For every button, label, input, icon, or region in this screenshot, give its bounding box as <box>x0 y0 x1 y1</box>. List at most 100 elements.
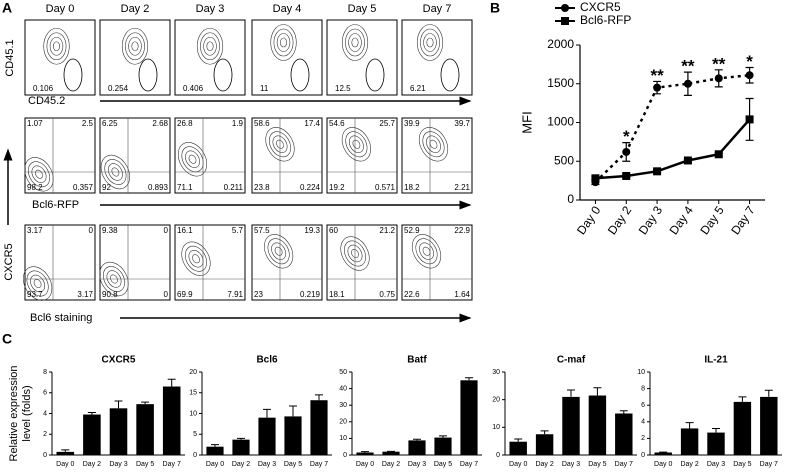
x-tick-label: Day 3 <box>707 461 725 468</box>
contour <box>271 242 287 260</box>
contour <box>351 37 359 48</box>
flow-plot-frame <box>251 19 323 96</box>
panel-label: A <box>2 0 12 16</box>
x-axis-label: CD45.2 <box>28 95 65 107</box>
x-tick-label: Day 0 <box>56 461 74 468</box>
chart-title: Batf <box>407 355 427 366</box>
contour <box>264 234 294 269</box>
error-bar <box>514 438 523 442</box>
x-tick-label: Day 0 <box>654 461 672 468</box>
contour <box>49 36 64 56</box>
contour <box>192 254 200 264</box>
column-header: Day 7 <box>423 3 452 15</box>
y-tick-label: 10 <box>637 369 645 376</box>
quadrant-value: 0.224 <box>300 183 321 192</box>
x-tick-label: Day 0 <box>356 461 374 468</box>
y-tick-label: 0 <box>43 452 47 459</box>
quadrant-value: 16.1 <box>177 226 193 235</box>
error-bar <box>114 400 123 409</box>
x-tick-label: Day 0 <box>509 461 527 468</box>
y-tick-label: 50 <box>339 369 347 376</box>
contour <box>24 157 54 192</box>
bar <box>408 440 426 455</box>
bar <box>680 428 699 455</box>
y-tick-label: 20 <box>339 419 347 426</box>
quadrant-value: 21.2 <box>379 226 395 235</box>
flow-plot-frame <box>401 117 473 194</box>
error-bar <box>738 396 747 402</box>
column-header: Day 2 <box>121 3 150 15</box>
point <box>683 156 692 165</box>
quadrant-value: 22.6 <box>404 290 420 299</box>
contour <box>107 163 123 181</box>
quadrant-value: 0 <box>89 226 94 235</box>
contour <box>416 24 444 61</box>
quadrant-value: 1.64 <box>454 290 470 299</box>
error-bar <box>263 408 271 418</box>
error-bar <box>567 389 575 397</box>
contour <box>426 37 434 48</box>
quadrant-value: 2.68 <box>152 119 168 128</box>
flow-plot-frame <box>99 224 171 301</box>
bar <box>136 404 154 455</box>
x-tick-label: Day 0 <box>574 203 604 237</box>
quadrant-value: 22.9 <box>454 226 470 235</box>
contour <box>343 240 367 267</box>
contour <box>111 167 120 177</box>
y-tick-label: 1500 <box>547 76 574 90</box>
x-tick-label: Day 2 <box>382 461 400 468</box>
significance: ** <box>712 54 726 73</box>
gate-value: 0.406 <box>183 84 204 93</box>
y-tick-label: 6 <box>641 402 645 409</box>
bar <box>56 451 75 455</box>
gate-value: 0.106 <box>33 84 54 93</box>
y-tick-label: 0 <box>193 452 197 459</box>
error-bar <box>361 451 369 453</box>
contour <box>423 33 437 52</box>
gate-value: 0.254 <box>108 84 129 93</box>
x-tick-label: Day 5 <box>434 461 452 468</box>
y-axis-label: MFI <box>519 111 534 133</box>
quadrant-value: 0 <box>164 290 169 299</box>
error-bar <box>764 389 773 397</box>
error-bar <box>540 430 549 435</box>
flow-plot-frame <box>326 224 398 301</box>
error-bar <box>413 438 421 441</box>
point <box>683 79 692 88</box>
error-bar <box>289 405 297 417</box>
contour <box>196 27 224 65</box>
point <box>622 147 631 156</box>
contour <box>33 278 42 289</box>
quadrant-value: 2.21 <box>454 183 470 192</box>
contour <box>340 236 370 271</box>
contour <box>268 131 292 158</box>
column-header: Day 0 <box>46 3 75 15</box>
y-tick-label: 20 <box>189 369 197 376</box>
quadrant-value: 26.8 <box>177 119 193 128</box>
contour <box>345 28 365 57</box>
quadrant-value: 69.9 <box>177 290 193 299</box>
bar <box>284 416 302 455</box>
x-tick-label: Day 3 <box>258 461 276 468</box>
bar <box>760 396 778 455</box>
y-tick-label: 10 <box>339 435 347 442</box>
x-tick-label: Day 7 <box>460 461 478 468</box>
contour <box>100 154 130 190</box>
contour <box>106 270 122 288</box>
quadrant-value: 0.893 <box>148 183 169 192</box>
chart-title: IL-21 <box>704 355 728 366</box>
bar <box>434 437 452 455</box>
y-tick-label: 4 <box>43 410 47 417</box>
contour <box>276 139 284 149</box>
contour <box>279 37 287 48</box>
point <box>714 150 723 159</box>
gate-value: 12.5 <box>335 84 351 93</box>
contour <box>273 28 294 57</box>
gate-value: 11 <box>260 84 269 93</box>
significance: ** <box>650 66 664 85</box>
quadrant-value: 6.25 <box>102 119 118 128</box>
y-tick-label: 0 <box>343 452 347 459</box>
y-axis-label: CXCR5 <box>3 243 15 280</box>
error-bar <box>712 427 720 433</box>
bar <box>707 432 725 455</box>
